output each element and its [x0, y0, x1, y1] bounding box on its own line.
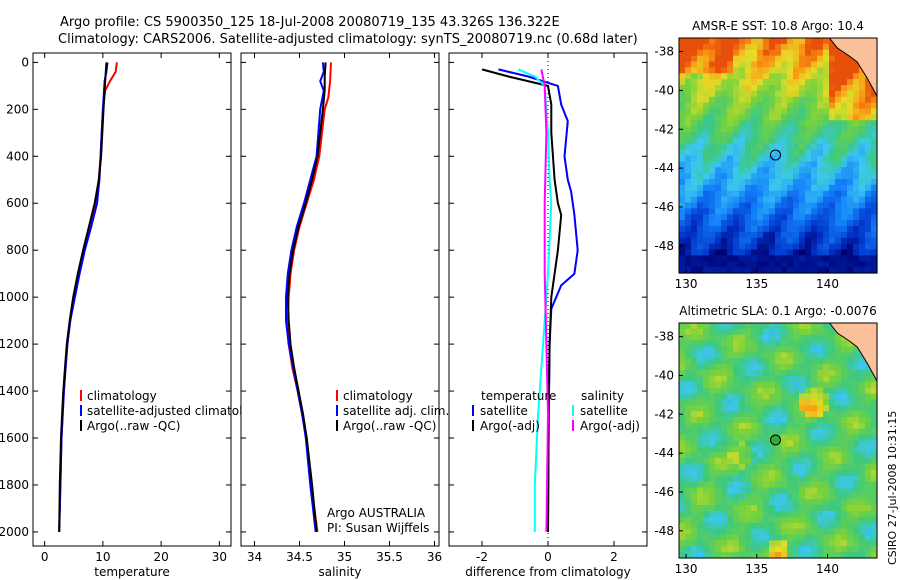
- sla_map-ytick-label: -40: [654, 368, 674, 382]
- difference-series-group: [481, 68, 579, 532]
- temperature-ytick-label: 0: [21, 55, 29, 69]
- temperature-xtick-label: 0: [41, 550, 49, 564]
- sla_map-xtick-label: 140: [816, 562, 839, 576]
- difference-xtick-label: 2: [610, 550, 618, 564]
- sst_map-field: [679, 38, 878, 274]
- salinity-legend-entry: satellite adj. clim.: [343, 404, 449, 418]
- sla-map-panel: 130 135 140 -38 -40 -42 -44 -46 -48 Altimetric SL…: [654, 304, 878, 576]
- difference-xtick-label: -2: [476, 550, 488, 564]
- side-timestamp-label: CSIRO 27-Jul-2008 10:31:15: [886, 411, 899, 565]
- sst_map-ytick-label: -42: [654, 122, 674, 136]
- temperature-legend-entry: Argo(..raw -QC): [87, 419, 180, 433]
- difference-series-2-line: [517, 68, 553, 532]
- sst_map-xtick-label: 130: [675, 277, 698, 291]
- temperature-ytick-label: 1200: [0, 337, 29, 351]
- sla_map-ytick-label: -38: [654, 330, 674, 344]
- temperature-ytick-label: 1600: [0, 431, 29, 445]
- salinity-xtick-label: 36: [427, 550, 442, 564]
- difference-legend-temperature-entry: Argo(-adj): [480, 419, 540, 433]
- salinity-xtick-label: 35.5: [376, 550, 403, 564]
- temperature-ytick-label: 1400: [0, 384, 29, 398]
- temperature-legend-entry: satellite-adjusted climatology: [87, 404, 265, 418]
- temperature-ytick-label: 800: [6, 243, 29, 257]
- salinity-profile-panel: 34 34.5 35 35.5 36 salinity climatologysatelli…: [240, 52, 449, 579]
- temperature-series-group: [58, 62, 118, 532]
- temperature-xlabel: temperature: [94, 565, 169, 579]
- sla_map-field: [679, 323, 878, 559]
- temperature-xtick-label: 30: [212, 550, 227, 564]
- figure-title-line1: Argo profile: CS 5900350_125 18-Jul-2008…: [60, 15, 560, 30]
- figure-title-line2: Climatology: CARS2006. Satellite-adjuste…: [58, 32, 638, 47]
- sst_map-ytick-label: -40: [654, 83, 674, 97]
- sla_map-ytick-label: -46: [654, 485, 674, 499]
- difference-legend-salinity-entry: satellite: [580, 404, 628, 418]
- sla_map-xtick-label: 130: [675, 562, 698, 576]
- temperature-profile-panel: 0 10 20 30 0 200 400 600 800 1000 1200 1400 1600 1800…: [0, 52, 265, 579]
- salinity-legend-entry: climatology: [343, 389, 413, 403]
- salinity-annotation-line: PI: Susan Wijffels: [327, 521, 429, 535]
- difference-legend-temperature-entry: satellite: [480, 404, 528, 418]
- salinity-xtick-label: 34.5: [286, 550, 313, 564]
- sla_map-ytick-label: -48: [654, 524, 674, 538]
- sst_map-ytick-label: -38: [654, 45, 674, 59]
- sst_map-ytick-label: -46: [654, 200, 674, 214]
- temperature-xtick-label: 20: [153, 550, 168, 564]
- difference-xlabel: difference from climatology: [465, 565, 631, 579]
- salinity-series-group: [285, 62, 332, 533]
- sla_map-map-frame: [678, 322, 878, 559]
- temperature-ytick-label: 200: [6, 102, 29, 116]
- temperature-ytick-label: 1800: [0, 478, 29, 492]
- temperature-ytick-label: 600: [6, 196, 29, 210]
- sst_map-ytick-label: -48: [654, 239, 674, 253]
- difference-series-3-line: [540, 69, 549, 532]
- sst_map-argo-position-marker: [769, 149, 781, 161]
- sla_map-xtick-label: 135: [745, 562, 768, 576]
- temperature-ytick-label: 2000: [0, 525, 29, 539]
- sst_map-xtick-label: 140: [816, 277, 839, 291]
- salinity-plot-frame: [240, 52, 440, 547]
- difference-legend-temperature-title: temperature: [481, 389, 556, 403]
- difference-legend-salinity-entry: Argo(-adj): [580, 419, 640, 433]
- sla_map-argo-position-marker: [769, 434, 781, 446]
- temperature-series-2-line: [58, 62, 108, 532]
- salinity-xlabel: salinity: [318, 565, 361, 579]
- salinity-xtick-label: 34: [247, 550, 262, 564]
- difference-legend-salinity-title: salinity: [581, 389, 624, 403]
- difference-series-1-line: [481, 68, 563, 532]
- difference-xtick-label: 0: [544, 550, 552, 564]
- salinity-xtick-label: 35: [337, 550, 352, 564]
- temperature-ytick-label: 400: [6, 149, 29, 163]
- salinity-annotation-line: Argo AUSTRALIA: [327, 506, 426, 520]
- temperature-plot-frame: [32, 52, 232, 547]
- salinity-legend-entry: Argo(..raw -QC): [343, 419, 436, 433]
- sst_map-ytick-label: -44: [654, 161, 674, 175]
- sla_map-title: Altimetric SLA: 0.1 Argo: -0.0076: [679, 304, 876, 318]
- sla_map-ytick-label: -44: [654, 446, 674, 460]
- sst_map-title: AMSR-E SST: 10.8 Argo: 10.4: [692, 19, 864, 33]
- temperature-ytick-label: 1000: [0, 290, 29, 304]
- sla_map-ytick-label: -42: [654, 407, 674, 421]
- temperature-xtick-label: 10: [95, 550, 110, 564]
- salinity-series-2-line: [286, 62, 327, 532]
- temperature-legend-entry: climatology: [87, 389, 157, 403]
- sst_map-map-frame: [678, 37, 878, 274]
- sst_map-xtick-label: 135: [745, 277, 768, 291]
- sst-map-panel: 130 135 140 -38 -40 -42 -44 -46 -48 AMSR-E SST: 1…: [654, 19, 878, 291]
